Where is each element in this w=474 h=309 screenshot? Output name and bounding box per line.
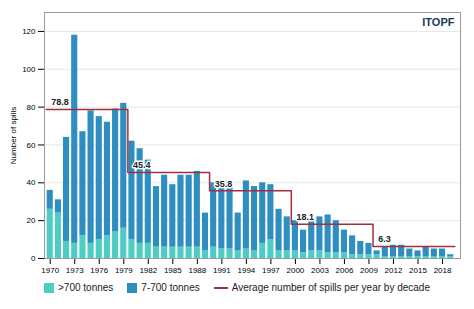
svg-text:78.8: 78.8 bbox=[51, 97, 69, 107]
svg-text:1979: 1979 bbox=[115, 266, 133, 275]
svg-text:20: 20 bbox=[27, 216, 36, 225]
svg-text:2012: 2012 bbox=[385, 266, 403, 275]
svg-text:1997: 1997 bbox=[262, 266, 280, 275]
svg-text:1985: 1985 bbox=[164, 266, 182, 275]
svg-text:35.8: 35.8 bbox=[215, 179, 233, 189]
svg-text:45.4: 45.4 bbox=[133, 160, 151, 170]
svg-text:2018: 2018 bbox=[434, 266, 452, 275]
svg-text:6.3: 6.3 bbox=[378, 234, 391, 244]
svg-text:2015: 2015 bbox=[409, 266, 427, 275]
html-text:>700 tonnes: >700 tonnes bbox=[58, 282, 114, 293]
svg-text:1976: 1976 bbox=[90, 266, 108, 275]
svg-text:1970: 1970 bbox=[41, 266, 59, 275]
svg-text:1982: 1982 bbox=[139, 266, 157, 275]
svg-text:1973: 1973 bbox=[66, 266, 84, 275]
svg-text:60: 60 bbox=[27, 141, 36, 150]
svg-text:120: 120 bbox=[22, 27, 36, 36]
svg-text:100: 100 bbox=[22, 65, 36, 74]
svg-text:1988: 1988 bbox=[188, 266, 206, 275]
svg-text:1991: 1991 bbox=[213, 266, 231, 275]
svg-text:0: 0 bbox=[31, 254, 36, 263]
svg-text:2003: 2003 bbox=[311, 266, 329, 275]
svg-text:ITOPF: ITOPF bbox=[422, 16, 454, 28]
html-text:7-700 tonnes: 7-700 tonnes bbox=[141, 282, 200, 293]
svg-text:80: 80 bbox=[27, 103, 36, 112]
svg-text:Number of spills: Number of spills bbox=[9, 107, 18, 164]
svg-text:1994: 1994 bbox=[237, 266, 255, 275]
svg-text:2009: 2009 bbox=[360, 266, 378, 275]
svg-text:40: 40 bbox=[27, 178, 36, 187]
svg-text:2006: 2006 bbox=[336, 266, 354, 275]
svg-text:2000: 2000 bbox=[287, 266, 305, 275]
svg-text:18.1: 18.1 bbox=[296, 212, 314, 222]
html-text:Average number of spills per y: Average number of spills per year by dec… bbox=[231, 282, 430, 293]
